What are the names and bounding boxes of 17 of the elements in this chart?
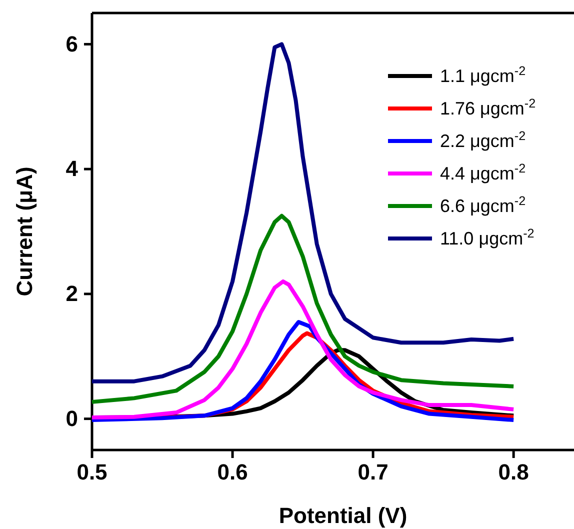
y-tick-label: 4	[66, 156, 79, 182]
y-tick-label: 0	[66, 406, 78, 431]
y-tick-label: 6	[66, 31, 78, 56]
x-tick-label: 0.6	[217, 460, 248, 485]
y-tick-label: 2	[66, 280, 78, 306]
legend-label: 1.1 μgcm$^{-2}$	[440, 64, 526, 86]
x-tick-label: 0.7	[358, 460, 388, 485]
legend-label: 2.2 μgcm$^{-2}$	[440, 129, 526, 151]
legend-label: 1.76 μgcm$^{-2}$	[440, 96, 536, 118]
legend-label: 11.0 μgcm$^{-2}$	[440, 226, 534, 248]
legend-label: 6.6 μgcm$^{-2}$	[440, 194, 526, 216]
y-axis-title: Current (μA)	[12, 166, 37, 296]
legend-label: 4.4 μgcm$^{-2}$	[440, 162, 526, 184]
x-tick-label: 0.5	[76, 460, 108, 485]
line-series	[90, 279, 516, 420]
x-tick-label: 0.8	[498, 460, 529, 485]
x-axis-title: Potential (V)	[278, 503, 408, 528]
